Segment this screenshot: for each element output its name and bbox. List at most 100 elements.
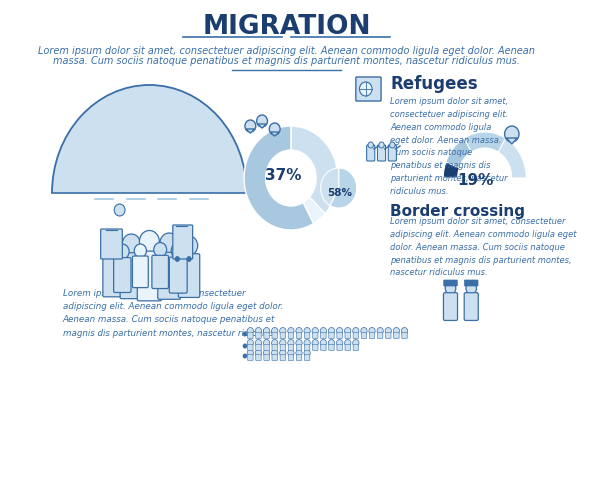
Text: MIGRATION: MIGRATION [202,14,371,40]
Circle shape [160,234,179,254]
FancyBboxPatch shape [345,345,350,351]
FancyBboxPatch shape [320,345,326,351]
Circle shape [368,142,373,149]
FancyBboxPatch shape [296,355,302,361]
Circle shape [369,328,375,335]
FancyBboxPatch shape [288,345,293,351]
Circle shape [122,235,140,255]
Text: Lorem ipsum dolor sit amet,
consectetuer adipiscing elit.
Aenean commodo ligula
: Lorem ipsum dolor sit amet, consectetuer… [390,97,508,196]
Circle shape [359,83,372,97]
FancyBboxPatch shape [337,333,343,339]
FancyBboxPatch shape [353,345,359,351]
Circle shape [304,328,310,335]
FancyBboxPatch shape [464,293,478,321]
FancyBboxPatch shape [137,252,161,301]
Circle shape [304,340,310,347]
FancyBboxPatch shape [280,345,286,351]
FancyBboxPatch shape [320,333,326,339]
Circle shape [181,237,198,256]
Circle shape [296,328,302,335]
PathPatch shape [257,125,266,129]
FancyBboxPatch shape [329,333,334,339]
Wedge shape [498,139,526,179]
Circle shape [175,257,179,262]
FancyBboxPatch shape [367,146,375,162]
Circle shape [288,350,294,357]
FancyBboxPatch shape [169,258,187,293]
Circle shape [377,328,383,335]
Text: Border crossing: Border crossing [390,203,525,219]
Circle shape [288,328,294,335]
FancyBboxPatch shape [288,355,293,361]
FancyBboxPatch shape [248,345,253,351]
FancyBboxPatch shape [256,345,261,351]
Circle shape [337,328,343,335]
FancyBboxPatch shape [296,345,302,351]
Circle shape [361,328,367,335]
FancyBboxPatch shape [356,78,381,102]
FancyBboxPatch shape [272,345,277,351]
Circle shape [256,328,262,335]
Text: 58%: 58% [327,187,352,198]
Circle shape [242,344,247,349]
Circle shape [401,328,407,335]
Circle shape [247,328,253,335]
FancyBboxPatch shape [264,345,269,351]
Circle shape [379,142,384,149]
Wedge shape [443,163,460,179]
FancyBboxPatch shape [178,254,200,298]
Circle shape [337,340,343,347]
Wedge shape [446,139,471,168]
FancyBboxPatch shape [329,345,334,351]
Text: 19%: 19% [458,173,494,188]
FancyBboxPatch shape [158,253,181,300]
Circle shape [105,238,122,256]
Wedge shape [320,169,338,206]
Circle shape [304,350,310,357]
FancyBboxPatch shape [304,333,310,339]
FancyBboxPatch shape [256,355,261,361]
Circle shape [171,244,185,259]
Circle shape [296,340,302,347]
Circle shape [247,340,253,347]
PathPatch shape [270,133,279,137]
Text: Lorem ipsum dolor sit amet, consectetuer
adipiscing elit. Aenean commodo ligula : Lorem ipsum dolor sit amet, consectetuer… [390,217,577,277]
FancyBboxPatch shape [394,333,399,339]
FancyBboxPatch shape [113,258,131,293]
Circle shape [242,332,247,337]
FancyBboxPatch shape [345,333,350,339]
FancyBboxPatch shape [280,355,286,361]
FancyBboxPatch shape [103,255,124,297]
Text: Lorem ipsum dolor sit amet, consectetuer
adipiscing elit. Aenean commodo ligula : Lorem ipsum dolor sit amet, consectetuer… [63,288,283,337]
Wedge shape [464,133,505,153]
Circle shape [389,142,395,149]
FancyBboxPatch shape [288,333,293,339]
FancyBboxPatch shape [120,253,143,299]
FancyBboxPatch shape [304,345,310,351]
Text: Lorem ipsum dolor sit amet, consectetuer adipiscing elit. Aenean commodo ligula : Lorem ipsum dolor sit amet, consectetuer… [38,46,535,56]
FancyBboxPatch shape [353,333,359,339]
FancyBboxPatch shape [464,281,478,286]
Circle shape [272,350,278,357]
FancyBboxPatch shape [444,281,457,286]
FancyBboxPatch shape [272,355,277,361]
FancyBboxPatch shape [173,225,193,260]
FancyBboxPatch shape [101,229,122,260]
Text: massa. Cum sociis natoque penatibus et magnis dis parturient montes, nascetur ri: massa. Cum sociis natoque penatibus et m… [53,56,520,66]
Wedge shape [303,198,325,224]
FancyBboxPatch shape [264,333,269,339]
Circle shape [139,231,160,253]
FancyBboxPatch shape [133,257,148,288]
Circle shape [320,340,326,347]
Circle shape [263,328,270,335]
Circle shape [116,244,129,260]
Circle shape [280,328,286,335]
Circle shape [280,350,286,357]
Circle shape [353,328,359,335]
FancyBboxPatch shape [386,333,391,339]
Circle shape [466,283,476,295]
Circle shape [154,243,167,257]
Circle shape [256,350,262,357]
FancyBboxPatch shape [388,146,397,162]
Circle shape [245,121,256,133]
